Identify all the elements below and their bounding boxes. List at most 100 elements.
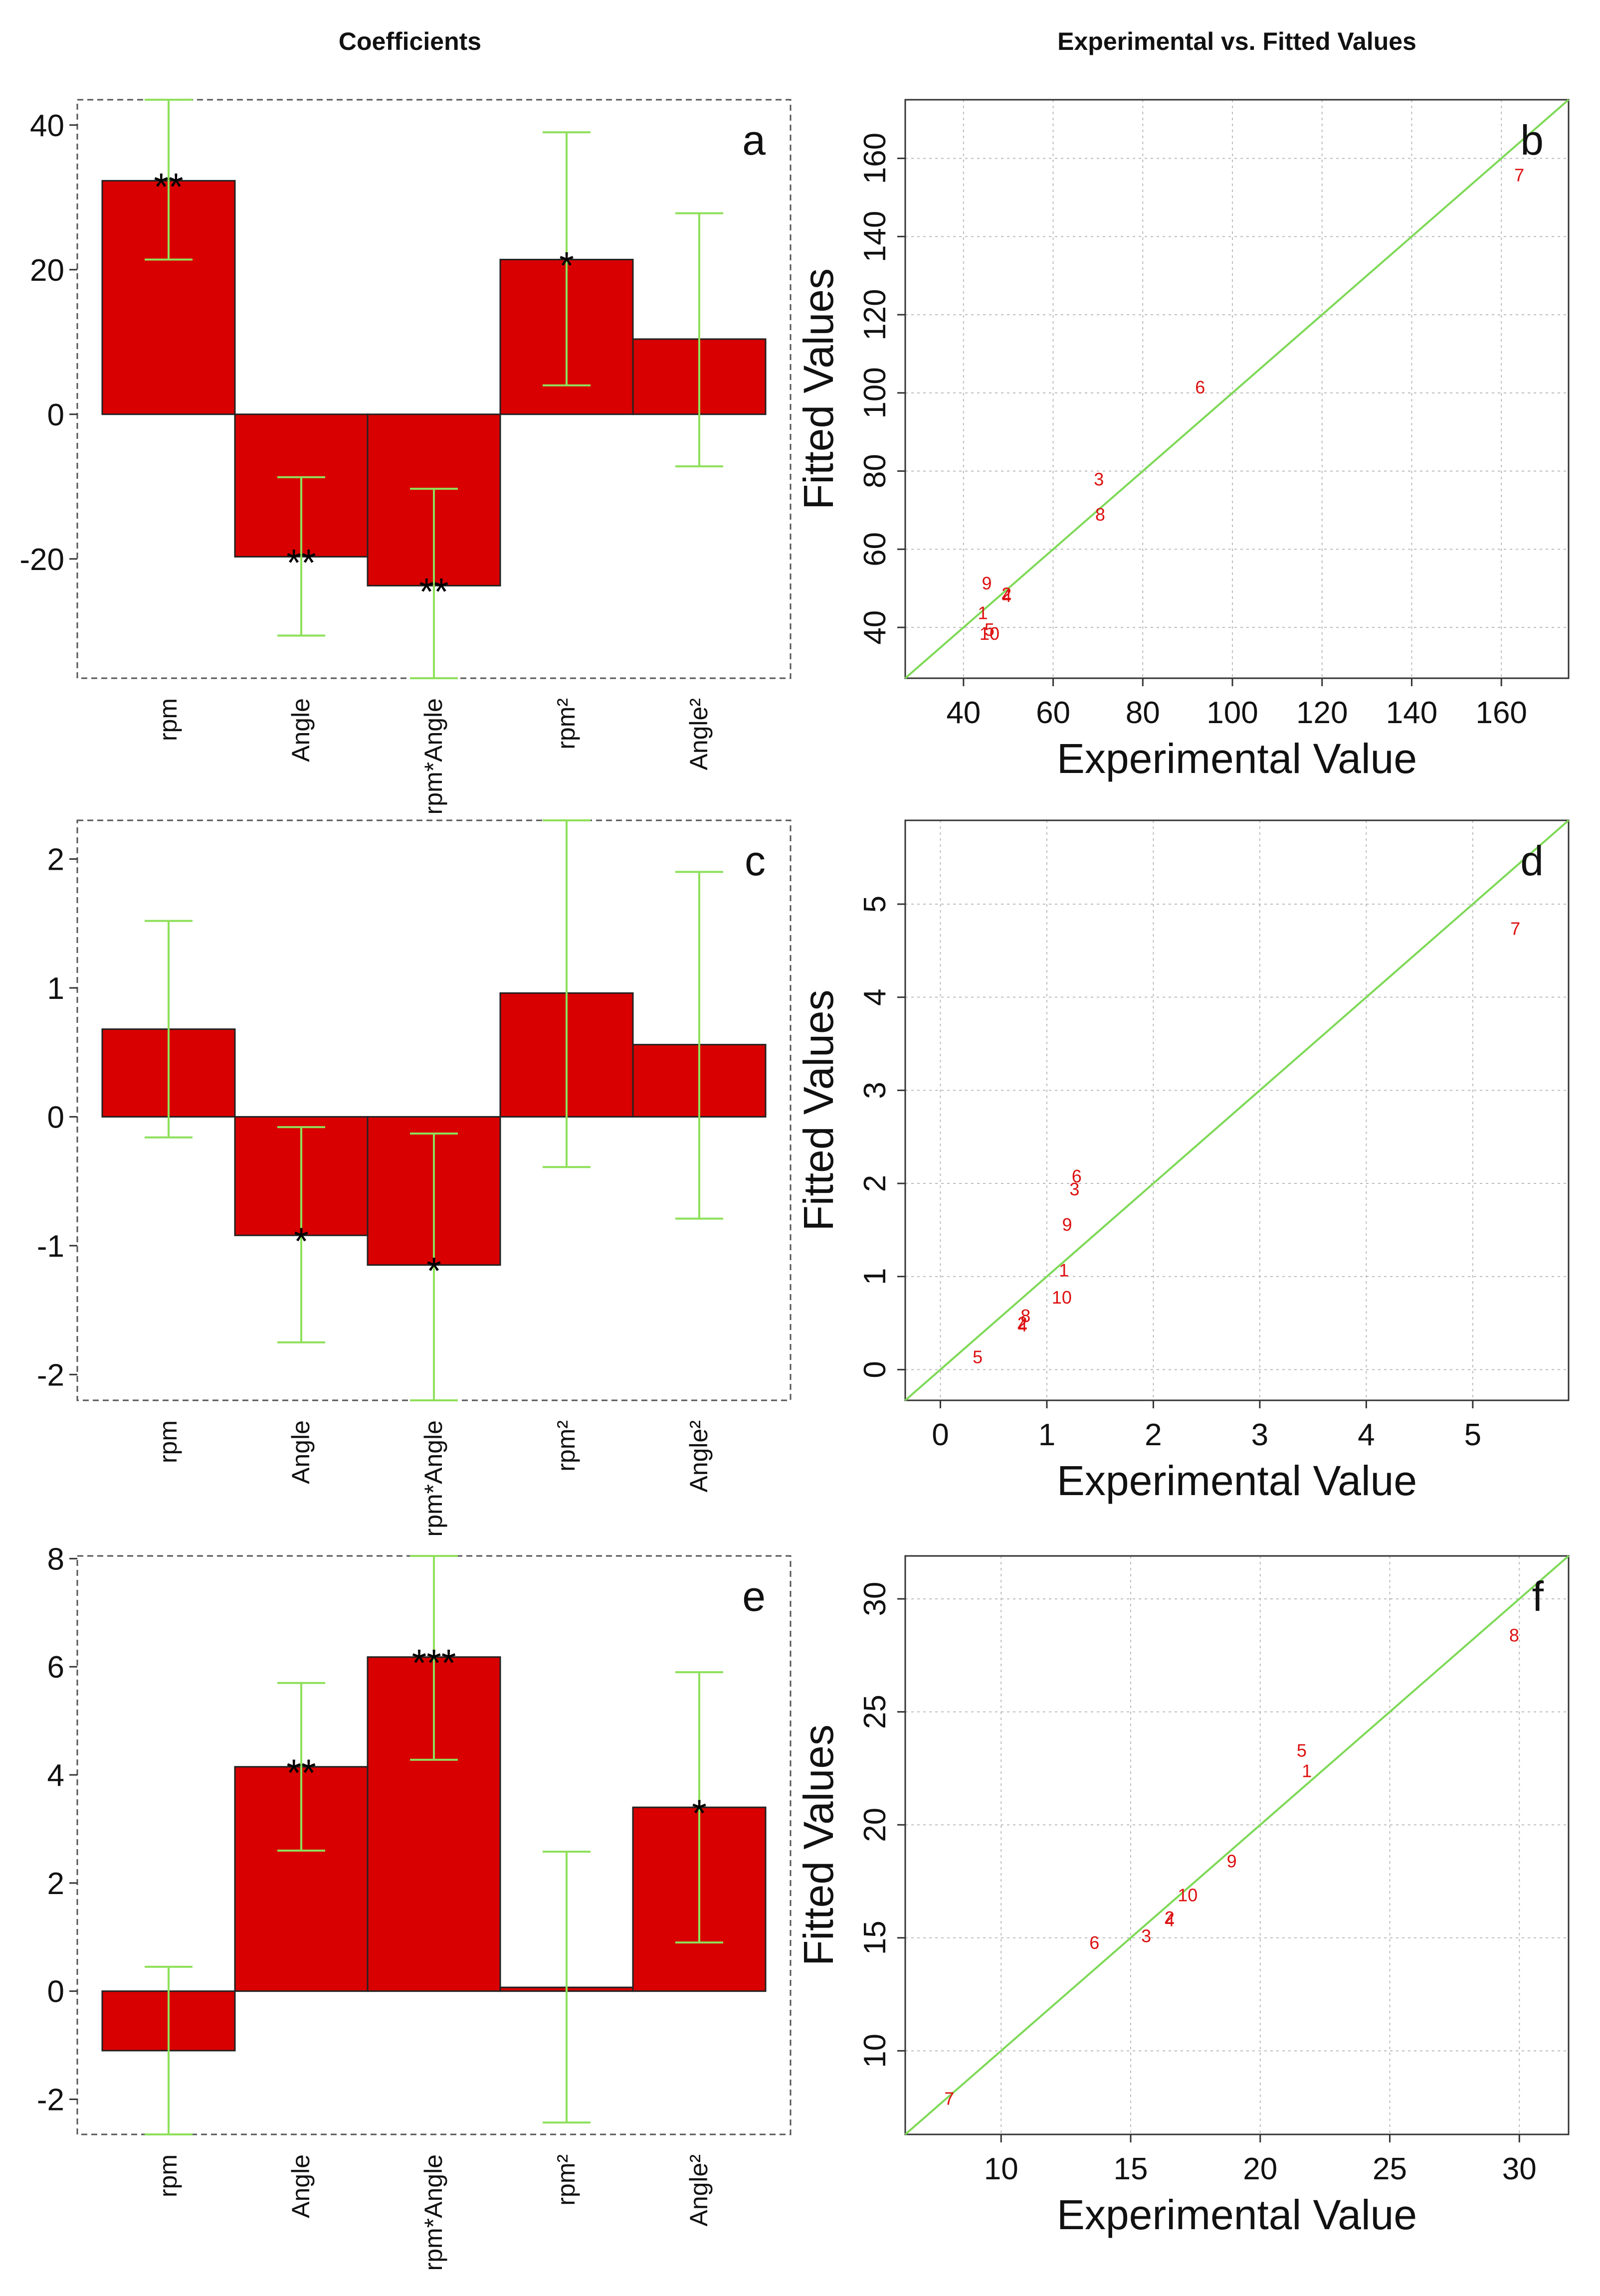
scatter-point-label: 6 bbox=[1072, 1166, 1082, 1186]
panel-label: a bbox=[742, 117, 766, 164]
x-tick-label: 140 bbox=[1386, 696, 1437, 730]
scatter-point-label: 3 bbox=[1094, 469, 1104, 489]
scatter-point-label: 2 bbox=[1001, 584, 1011, 604]
chart-panel-a: -20 0 20 40 ** rpm ** Angle ** rpm*Angle * rpm² Angl… bbox=[19, 99, 792, 814]
scatter-point-label: 9 bbox=[1062, 1214, 1072, 1235]
y-tick-label: 2 bbox=[858, 1175, 892, 1192]
category-label: rpm*Angle bbox=[419, 1420, 447, 1536]
category-label: rpm bbox=[154, 1420, 182, 1463]
scatter-point-label: 1 bbox=[978, 602, 988, 623]
y-tick-label: 4 bbox=[47, 1758, 64, 1793]
y-tick-label: 80 bbox=[858, 454, 892, 488]
y-tick-label: 20 bbox=[858, 1808, 892, 1842]
significance-stars: *** bbox=[412, 1642, 456, 1685]
significance-stars: ** bbox=[419, 571, 448, 613]
y-axis-title: Fitted Values bbox=[795, 268, 842, 510]
scatter-point-label: 9 bbox=[1227, 1851, 1237, 1872]
y-tick-label: 8 bbox=[47, 1542, 64, 1576]
y-tick-label: 10 bbox=[858, 2034, 892, 2068]
x-tick-label: 5 bbox=[1464, 1418, 1481, 1452]
category-label: Angle² bbox=[685, 2154, 713, 2227]
scatter-point-label: 6 bbox=[1195, 377, 1205, 397]
scatter-point-label: 7 bbox=[944, 2089, 954, 2109]
x-axis-title: Experimental Value bbox=[1057, 735, 1417, 782]
y-tick-label: 15 bbox=[858, 1920, 892, 1955]
panel-label: d bbox=[1520, 837, 1544, 884]
x-tick-label: 20 bbox=[1243, 2152, 1277, 2186]
x-tick-label: 0 bbox=[932, 1418, 949, 1452]
category-label: rpm² bbox=[552, 2154, 580, 2206]
y-tick-label: 60 bbox=[858, 532, 892, 567]
x-tick-label: 10 bbox=[984, 2152, 1018, 2186]
plot-frame bbox=[76, 1555, 792, 2135]
y-tick-label: 20 bbox=[30, 253, 64, 288]
x-tick-label: 80 bbox=[1126, 696, 1160, 730]
scatter-point-label: 9 bbox=[982, 573, 992, 593]
scatter-point-label: 4 bbox=[1165, 1910, 1175, 1930]
coefficients-title: Coefficients bbox=[339, 27, 481, 55]
scatter-point-label: 8 bbox=[1095, 504, 1105, 525]
y-tick-label: 140 bbox=[858, 211, 892, 262]
x-tick-label: 40 bbox=[946, 696, 981, 730]
scatter-point-label: 4 bbox=[1001, 585, 1011, 606]
x-tick-label: 100 bbox=[1206, 696, 1258, 730]
x-tick-label: 30 bbox=[1502, 2152, 1537, 2186]
x-tick-label: 2 bbox=[1145, 1418, 1162, 1452]
y-tick-label: 120 bbox=[858, 289, 892, 340]
scatter-point-label: 10 bbox=[980, 623, 1000, 644]
scatter-point-label: 1 bbox=[1059, 1260, 1069, 1281]
identity-line bbox=[904, 99, 1570, 679]
significance-stars: ** bbox=[286, 542, 316, 584]
scatter-point-label: 5 bbox=[973, 1346, 983, 1367]
y-tick-label: 40 bbox=[858, 610, 892, 645]
y-tick-label: 4 bbox=[858, 988, 892, 1005]
scatter-point-label: 3 bbox=[1141, 1925, 1151, 1946]
y-tick-label: -2 bbox=[37, 1358, 64, 1392]
x-tick-label: 160 bbox=[1475, 696, 1527, 730]
y-tick-label: 40 bbox=[30, 109, 64, 143]
significance-stars: * bbox=[559, 244, 574, 287]
category-label: Angle² bbox=[685, 698, 713, 770]
category-label: rpm bbox=[154, 2154, 182, 2197]
panel-label: c bbox=[745, 837, 766, 884]
y-tick-label: 2 bbox=[47, 1867, 64, 1901]
scatter-point-label: 6 bbox=[1089, 1932, 1099, 1953]
y-axis-title: Fitted Values bbox=[795, 989, 842, 1231]
chart-panel-d: 0 1 2 3 4 5 0 1 2 3 4 5 Experimental Value Fitted Val… bbox=[795, 819, 1570, 1504]
scatter-point-label: 10 bbox=[1052, 1287, 1072, 1308]
significance-stars: * bbox=[426, 1250, 441, 1293]
y-tick-label: 0 bbox=[47, 1975, 64, 2009]
significance-stars: * bbox=[294, 1220, 309, 1263]
plot-frame bbox=[904, 1555, 1570, 2135]
y-tick-label: 3 bbox=[858, 1082, 892, 1099]
panel-label: e bbox=[742, 1573, 766, 1620]
x-axis-title: Experimental Value bbox=[1057, 1457, 1417, 1504]
category-label: Angle bbox=[287, 1420, 315, 1484]
category-label: rpm bbox=[154, 698, 182, 741]
category-label: rpm² bbox=[552, 1420, 580, 1472]
scatter-point-label: 2 bbox=[1165, 1908, 1175, 1928]
x-tick-label: 60 bbox=[1036, 696, 1070, 730]
y-tick-label: 100 bbox=[858, 367, 892, 418]
x-tick-label: 15 bbox=[1114, 2152, 1148, 2186]
y-tick-label: 6 bbox=[47, 1650, 64, 1685]
chart-panel-e: -2 0 2 4 6 8 rpm ** Angle *** rpm*Angle rpm² * Angle²… bbox=[37, 1542, 792, 2271]
y-tick-label: 0 bbox=[47, 398, 64, 432]
scatter-point-label: 10 bbox=[1178, 1885, 1198, 1906]
chart-panel-b: 40 60 80 100 120 140 160 40 60 80 100 120 140 160 Expe… bbox=[795, 99, 1570, 782]
scatter-point-label: 7 bbox=[1510, 919, 1520, 939]
y-tick-label: 0 bbox=[47, 1100, 64, 1135]
x-tick-label: 4 bbox=[1358, 1418, 1375, 1452]
y-tick-label: 1 bbox=[47, 971, 64, 1006]
y-tick-label: -1 bbox=[37, 1229, 64, 1264]
scatter-point-label: 4 bbox=[1017, 1315, 1027, 1336]
x-tick-label: 25 bbox=[1373, 2152, 1407, 2186]
y-tick-label: 0 bbox=[858, 1361, 892, 1378]
category-label: Angle² bbox=[685, 1420, 713, 1493]
category-label: Angle bbox=[287, 2154, 315, 2218]
x-tick-label: 3 bbox=[1251, 1418, 1268, 1452]
scatter-point-label: 2 bbox=[1017, 1313, 1027, 1334]
